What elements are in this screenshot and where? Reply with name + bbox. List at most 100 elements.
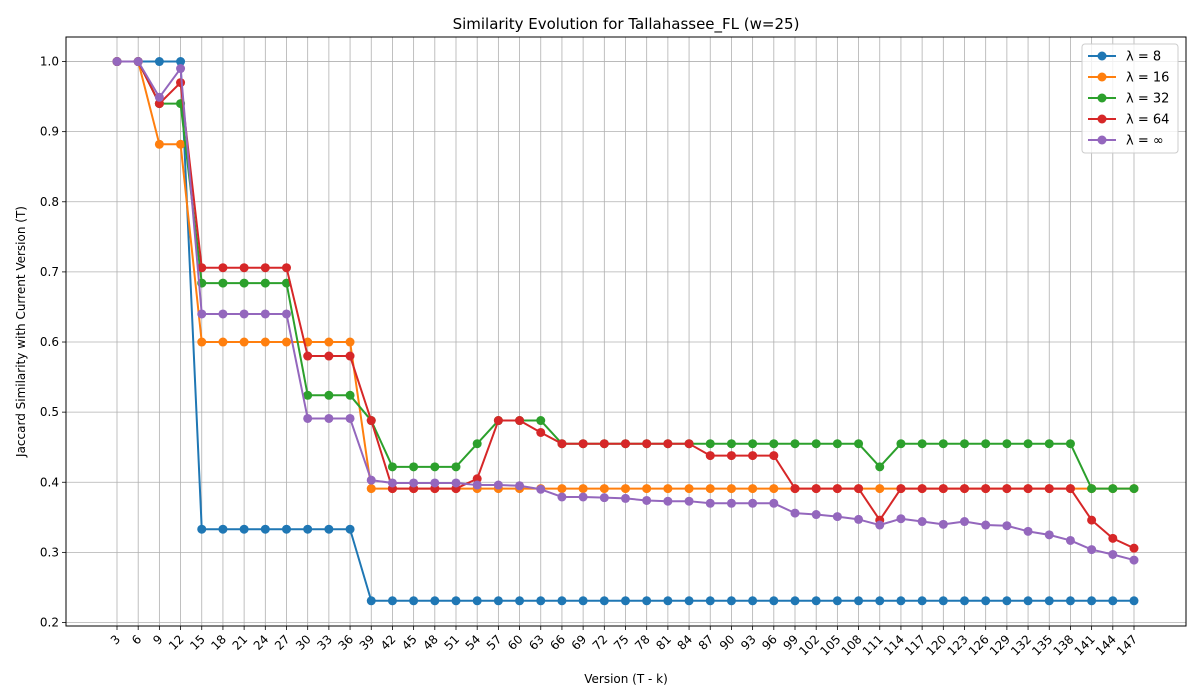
data-point [1002,521,1012,531]
data-point [515,596,525,606]
data-point [430,596,440,606]
y-tick-label: 0.7 [40,265,59,279]
data-point [1044,484,1054,494]
data-point [726,484,736,494]
data-point [1129,596,1139,606]
data-point [430,478,440,488]
data-point [1108,533,1118,543]
data-point [1023,526,1033,536]
data-point [1087,545,1097,555]
data-point [705,498,715,508]
data-point [154,139,164,149]
x-tick-label: 84 [674,632,695,653]
x-tick-label: 90 [717,632,738,653]
x-tick-label: 144 [1093,632,1119,658]
data-point [197,337,207,347]
x-tick-label: 87 [696,632,717,653]
x-tick-label: 69 [569,632,590,653]
data-point [811,510,821,520]
x-tick-label: 129 [987,632,1013,658]
x-tick-label: 123 [945,632,971,658]
x-tick-label: 93 [738,632,759,653]
data-point [938,439,948,449]
data-point [1044,596,1054,606]
plot-area-frame [65,36,1187,627]
data-point [239,524,249,534]
data-point [133,57,143,67]
data-point [260,309,270,319]
x-tick-label: 57 [484,632,505,653]
data-point [239,337,249,347]
data-point [409,596,419,606]
data-point [663,496,673,506]
x-tick-label: 30 [293,632,314,653]
data-point [832,512,842,522]
data-point [832,596,842,606]
x-tick-label: 135 [1029,632,1055,658]
data-point [260,337,270,347]
data-point [705,451,715,461]
x-tick-label: 75 [611,632,632,653]
data-point [1065,484,1075,494]
data-point [536,484,546,494]
x-tick-label: 138 [1050,632,1076,658]
data-point [769,484,779,494]
x-tick-label: 18 [208,632,229,653]
data-point [239,263,249,273]
data-point [875,596,885,606]
data-point [282,524,291,534]
data-point [366,416,376,426]
data-point [112,57,122,67]
data-point [960,596,969,606]
data-point [239,278,249,288]
data-point [1023,439,1033,449]
data-point [578,484,588,494]
data-point [875,462,885,472]
data-point [218,278,228,288]
data-point [748,498,758,508]
data-point [387,596,397,606]
data-point [218,263,228,273]
data-point [1108,484,1118,494]
x-tick-label: 141 [1072,632,1098,658]
x-tick-label: 15 [187,632,208,653]
x-tick-label: 9 [150,632,165,647]
data-point [239,309,249,319]
data-point [599,484,609,494]
data-point [430,462,440,472]
data-point [1129,555,1139,565]
data-point [282,263,291,273]
x-tick-label: 117 [902,632,928,658]
data-point [726,439,736,449]
data-point [578,439,588,449]
x-tick-label: 147 [1114,632,1140,658]
x-tick-label: 12 [166,632,187,653]
x-tick-label: 21 [230,632,251,653]
data-point [684,496,694,506]
data-point [1087,484,1097,494]
data-point [557,484,567,494]
data-point [345,351,355,361]
x-tick-label: 33 [314,632,335,653]
data-point [832,484,842,494]
y-tick-label: 0.8 [40,195,59,209]
data-point [1002,596,1012,606]
data-point [811,596,821,606]
y-tick-label: 0.4 [40,475,59,489]
data-point [663,439,673,449]
data-point [303,390,313,400]
legend: λ = 8 λ = 16 λ = 32 λ = 64 λ = ∞ [1081,43,1179,154]
data-point [896,514,906,524]
data-point [345,337,355,347]
x-tick-label: 6 [129,632,144,647]
x-tick-label: 3 [108,632,123,647]
data-point [218,524,228,534]
data-point [790,484,800,494]
data-point [684,484,694,494]
data-point [896,596,906,606]
data-point [324,337,334,347]
data-point [621,493,630,503]
data-point [621,439,630,449]
data-point [896,439,906,449]
data-point [599,596,609,606]
